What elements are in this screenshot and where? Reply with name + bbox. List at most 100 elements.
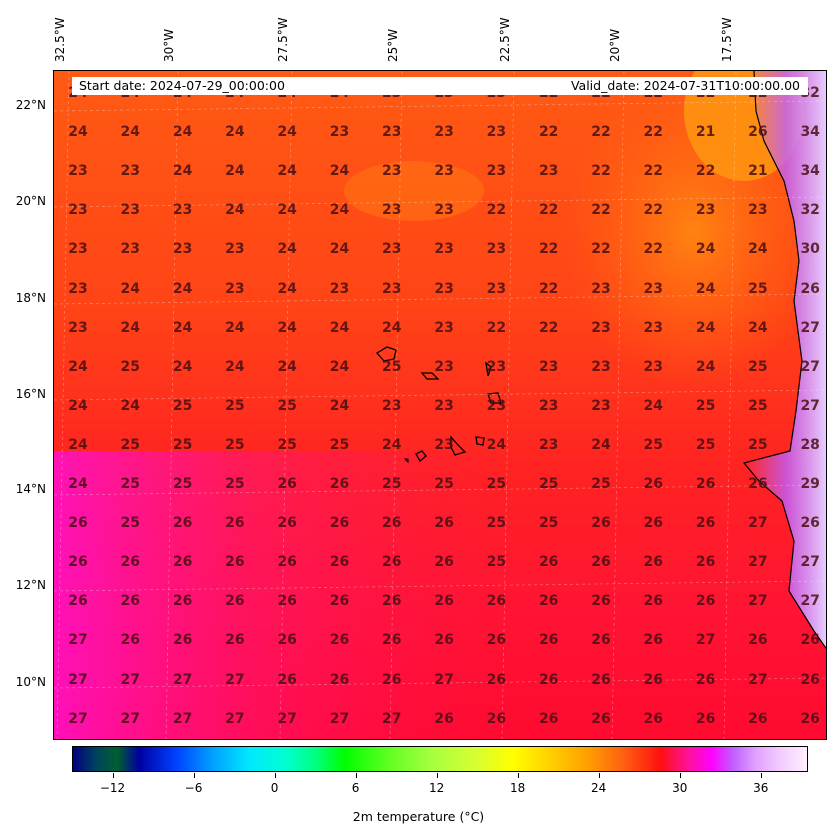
grid-value: 26 xyxy=(329,593,350,610)
grid-value: 25 xyxy=(486,515,507,532)
grid-value: 27 xyxy=(329,710,350,727)
grid-value: 25 xyxy=(277,397,297,414)
grid-value: 23 xyxy=(434,241,454,258)
grid-value: 21 xyxy=(748,163,768,180)
grid-value: 24 xyxy=(643,397,664,414)
grid-value: 27 xyxy=(172,671,193,688)
grid-value: 25 xyxy=(748,280,768,297)
grid-value: 26 xyxy=(643,554,664,571)
grid-value: 24 xyxy=(382,436,402,453)
grid-value: 23 xyxy=(68,280,88,297)
grid-value: 26 xyxy=(277,554,297,571)
grid-value: 24 xyxy=(329,397,350,414)
grid-value: 27 xyxy=(748,593,768,610)
grid-value: 23 xyxy=(538,397,559,414)
grid-value: 23 xyxy=(172,202,193,219)
colorbar-tick-label: 36 xyxy=(753,781,769,795)
grid-value: 26 xyxy=(591,515,611,532)
grid-value: 26 xyxy=(695,710,716,727)
grid-value: 23 xyxy=(382,202,402,219)
grid-value: 26 xyxy=(538,632,559,649)
latitude-label: 18°N xyxy=(15,291,46,305)
grid-value: 24 xyxy=(486,436,507,453)
grid-value: 24 xyxy=(329,241,350,258)
grid-value: 22 xyxy=(538,124,559,141)
meridian-line xyxy=(56,71,70,739)
meridian-line xyxy=(611,71,625,739)
grid-value: 26 xyxy=(172,593,193,610)
date-info-box: Start date: 2024-07-29_00:00:00 Valid_da… xyxy=(72,77,808,95)
grid-value: 25 xyxy=(538,476,559,492)
grid-value: 26 xyxy=(748,632,768,649)
grid-value: 29 xyxy=(800,476,820,492)
grid-value: 27 xyxy=(748,515,768,532)
grid-value: 24 xyxy=(748,241,768,258)
meridian-line xyxy=(501,71,515,739)
grid-value: 23 xyxy=(382,124,402,141)
grid-value: 26 xyxy=(643,632,664,649)
grid-value: 22 xyxy=(538,241,559,258)
grid-value: 26 xyxy=(591,710,611,727)
grid-value: 26 xyxy=(800,632,820,649)
grid-value: 23 xyxy=(434,436,454,453)
grid-value: 26 xyxy=(277,671,297,688)
grid-value: 24 xyxy=(172,358,193,375)
grid-value: 26 xyxy=(68,515,88,532)
grid-value: 22 xyxy=(486,319,507,336)
grid-value: 26 xyxy=(120,632,141,649)
grid-value: 23 xyxy=(591,280,611,297)
grid-value: 26 xyxy=(538,593,559,610)
grid-value: 24 xyxy=(120,397,141,414)
grid-value: 23 xyxy=(329,280,350,297)
grid-value: 27 xyxy=(68,632,88,649)
grid-value: 26 xyxy=(486,671,507,688)
grid-value: 25 xyxy=(172,397,193,414)
colorbar-tick-label: 6 xyxy=(351,781,360,795)
grid-value: 26 xyxy=(382,593,402,610)
grid-value: 25 xyxy=(120,476,141,492)
colorbar-tick xyxy=(355,773,357,778)
grid-value: 24 xyxy=(68,476,88,492)
grid-value: 24 xyxy=(120,319,141,336)
grid-value: 34 xyxy=(800,163,820,180)
grid-value: 26 xyxy=(695,515,716,532)
colorbar-tick xyxy=(274,773,276,778)
grid-value: 25 xyxy=(225,476,245,492)
grid-value: 27 xyxy=(68,710,88,727)
grid-value: 24 xyxy=(695,319,716,336)
grid-value: 22 xyxy=(591,163,611,180)
grid-value: 27 xyxy=(120,671,141,688)
grid-value: 23 xyxy=(382,163,402,180)
grid-value: 26 xyxy=(120,593,141,610)
grid-value: 26 xyxy=(591,554,611,571)
colorbar-tick xyxy=(436,773,438,778)
grid-value: 26 xyxy=(591,671,611,688)
grid-value: 24 xyxy=(695,241,716,258)
grid-value: 27 xyxy=(695,632,716,649)
grid-value: 24 xyxy=(329,163,350,180)
colorbar-tick-label: 18 xyxy=(510,781,526,795)
map-panel[interactable] xyxy=(53,70,827,740)
grid-value: 27 xyxy=(748,671,768,688)
grid-value: 25 xyxy=(382,476,402,492)
grid-value: 22 xyxy=(538,202,559,219)
grid-value: 23 xyxy=(538,163,559,180)
grid-value: 23 xyxy=(68,163,88,180)
grid-value: 26 xyxy=(172,632,193,649)
grid-value: 22 xyxy=(643,202,664,219)
start-date-label: Start date: 2024-07-29_00:00:00 xyxy=(79,78,285,93)
colorbar-tick xyxy=(193,773,195,778)
meridian-line xyxy=(723,71,737,739)
grid-value: 23 xyxy=(748,202,768,219)
grid-value: 25 xyxy=(120,436,141,453)
meridian-line xyxy=(165,71,179,739)
grid-value: 26 xyxy=(538,710,559,727)
colorbar-tick-label: 12 xyxy=(428,781,445,795)
grid-value: 26 xyxy=(643,671,664,688)
grid-value: 22 xyxy=(643,163,664,180)
grid-value: 26 xyxy=(329,671,350,688)
grid-value: 27 xyxy=(277,710,297,727)
grid-value: 24 xyxy=(225,202,245,219)
grid-value: 23 xyxy=(382,280,402,297)
temperature-field xyxy=(54,71,826,739)
